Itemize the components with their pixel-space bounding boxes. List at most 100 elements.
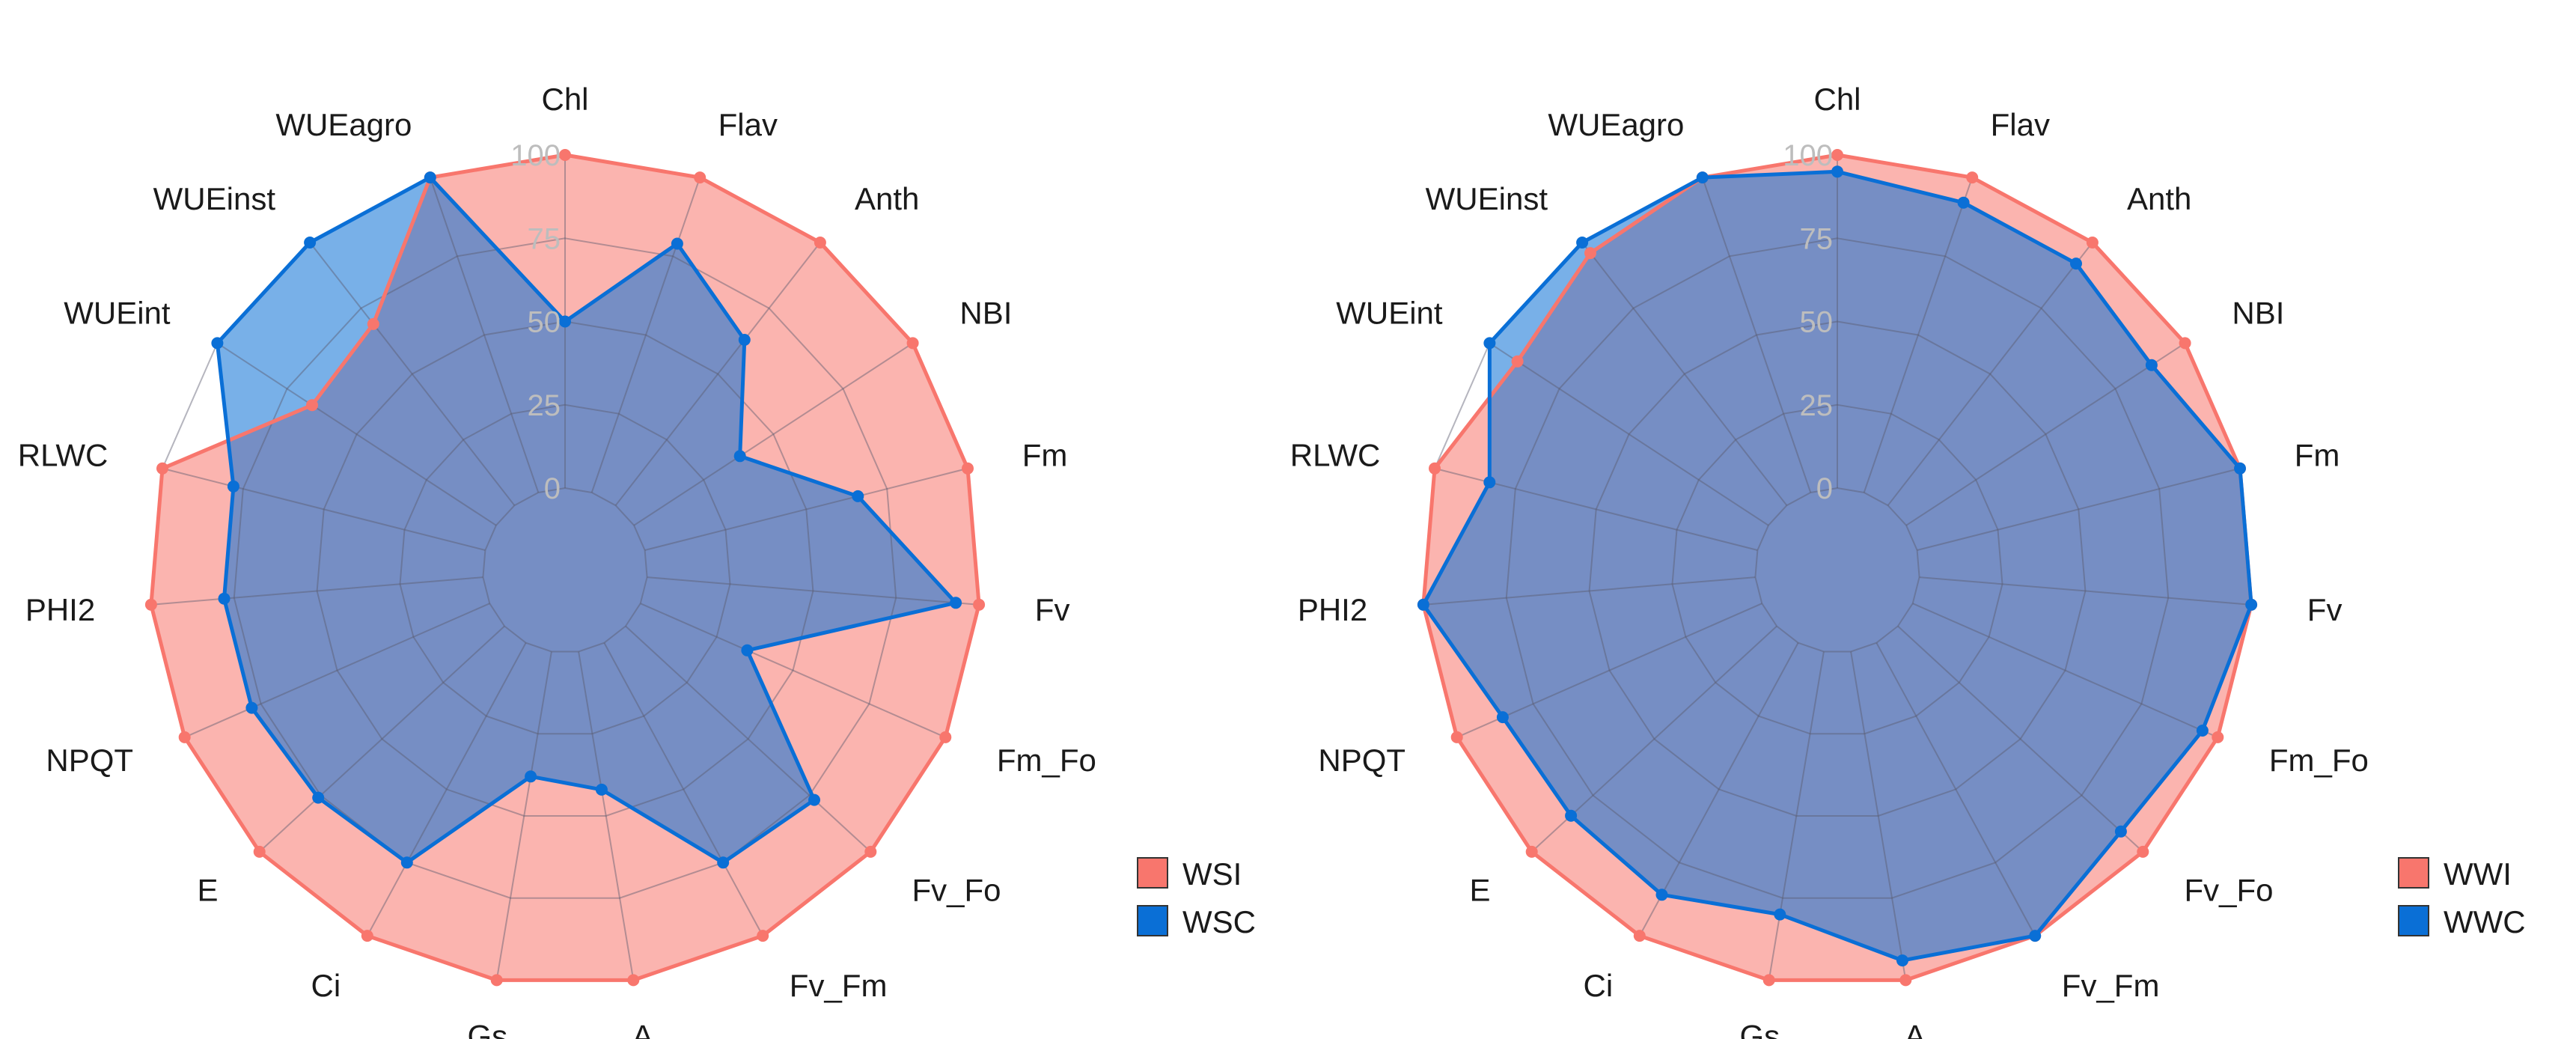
legend-item-wwi: WWI [2398,856,2512,892]
axis-label-e: E [1469,873,1490,908]
axis-label-npqt: NPQT [1318,743,1405,778]
legend-swatch-wsc [1137,905,1168,936]
point-wsc-e [312,791,325,804]
axis-label-fm: Fm [2295,437,2340,472]
axis-label-npqt: NPQT [46,743,133,778]
grid-spoke-fv-fm [1875,642,2036,936]
point-wwc-fm [2234,462,2246,475]
series-area-wwc [1423,171,2252,961]
point-wsi-fm [962,462,974,475]
legend-right: WWI WWC [2398,856,2526,939]
point-wsc-fm-fo [741,644,754,656]
axis-label-ci: Ci [311,968,341,1003]
point-wsi-fm-fo [939,731,952,743]
grid-spoke-ci [366,642,527,936]
axis-label-chl: Chl [1813,82,1861,117]
grid-spoke-fm [644,467,968,551]
series-line-wsc [215,175,958,865]
point-wsi-npqt [178,731,191,743]
legend-label-wwc: WWC [2444,904,2526,939]
axis-label-rlwc: RLWC [18,437,109,472]
axis-label-rlwc: RLWC [1290,437,1381,472]
point-wwc-fv-fo [2114,825,2127,838]
radar-grid [1422,153,2253,981]
series-line-wwi [1421,153,2253,982]
axis-label-fv-fo: Fv_Fo [2185,873,2274,908]
point-wwi-wueinst [1584,247,1596,260]
axis-label-gs: Gs [1739,1018,1780,1039]
axis-label-wueagro: WUEagro [1548,107,1684,142]
grid-spoke-wueint [216,342,497,526]
point-wwi-ci [1633,930,1646,942]
grid-spoke-e [258,625,505,853]
legend-label-wsc: WSC [1182,904,1256,939]
grid-spoke-wueinst [309,242,516,506]
grid-spoke-fv [1919,576,2252,606]
radar-chart-right: 0 25 50 75 100 Chl Flav Anth NBI Fm Fv Fm_Fo Fv_Fo Fv… [1290,82,2369,1039]
grid-spoke-flav [1863,177,1974,493]
legend-item-wwc: WWC [2398,904,2526,939]
grid-ring-50 [1588,320,2087,817]
point-wwc-a [1896,954,1908,967]
point-wsi-fv-fm [757,930,769,942]
tick-label-50: 50 [528,306,561,339]
point-wwi-anth [2086,237,2099,249]
legend-label-wsi: WSI [1182,856,1242,892]
legend-left: WSI WSC [1137,856,1256,939]
grid-ring-75 [233,237,897,899]
axis-label-fv-fm: Fv_Fm [790,968,888,1003]
point-wsc-npqt [245,701,258,714]
grid-spoke-fv-fm [603,642,764,936]
grid-ring-50 [316,320,814,817]
legend-swatch-wwi [2398,857,2429,889]
axis-label-fm-fo: Fm_Fo [997,743,1096,778]
grid-spoke-fm-fo [1912,603,2218,738]
point-wwc-chl [1831,165,1843,178]
axis-label-a: A [1905,1018,1926,1039]
axis-label-gs: Gs [467,1018,507,1039]
tick-label-75: 75 [528,222,561,255]
point-wwc-ci [1655,889,1668,901]
legend-swatch-wwc [2398,905,2429,936]
point-wsi-gs [490,974,503,987]
grid-spoke-wueagro [429,177,540,493]
radial-tick-labels: 0 25 50 75 100 [1783,139,1833,505]
point-wwi-flav [1966,171,1979,184]
point-wsi-fv-fo [864,845,877,858]
axis-label-wueint: WUEint [64,295,171,330]
grid-spoke-fm-fo [640,603,946,738]
point-wwi-a [1899,974,1912,987]
grid-spoke-fv [647,576,980,606]
point-wsi-a [627,974,640,987]
axis-labels: Chl Flav Anth NBI Fm Fv Fm_Fo Fv_Fo Fv_Fm A Gs Ci E N… [1290,82,2369,1039]
axis-label-wueinst: WUEinst [153,181,276,216]
point-wsi-fv [973,598,986,611]
point-wsc-fv [950,597,962,609]
axis-label-fv: Fv [2307,592,2342,627]
axis-label-anth: Anth [2127,181,2191,216]
series-fills [150,155,980,981]
grid-ring-75 [1505,237,2170,899]
point-wwi-gs [1762,974,1775,987]
axis-label-wueinst: WUEinst [1426,181,1548,216]
point-wwc-wueinst [1576,237,1589,249]
point-wsc-wueagro [424,171,436,184]
series-area-wsc [217,177,956,863]
point-wsc-rlwc [227,480,239,493]
point-wsc-a [595,783,608,796]
axis-label-e: E [197,873,218,908]
radar-chart-left: 0 25 50 75 100 Chl Flav Anth NBI Fm Fv Fm_Fo Fv_Fo Fv… [18,82,1096,1039]
tick-label-75: 75 [1800,222,1834,255]
tick-label-50: 50 [1800,306,1834,339]
axis-label-fv: Fv [1035,592,1070,627]
point-wsc-phi2 [218,592,231,605]
grid-spoke-fm [1917,467,2241,551]
grid-spoke-gs [495,651,552,981]
tick-label-100: 100 [510,139,561,172]
point-wwi-npqt [1450,731,1463,743]
series-line-wsi [149,153,981,982]
grid-spoke-npqt [184,603,490,738]
grid-spoke-a [578,651,635,981]
point-wwc-fv-fm [2029,930,2042,942]
